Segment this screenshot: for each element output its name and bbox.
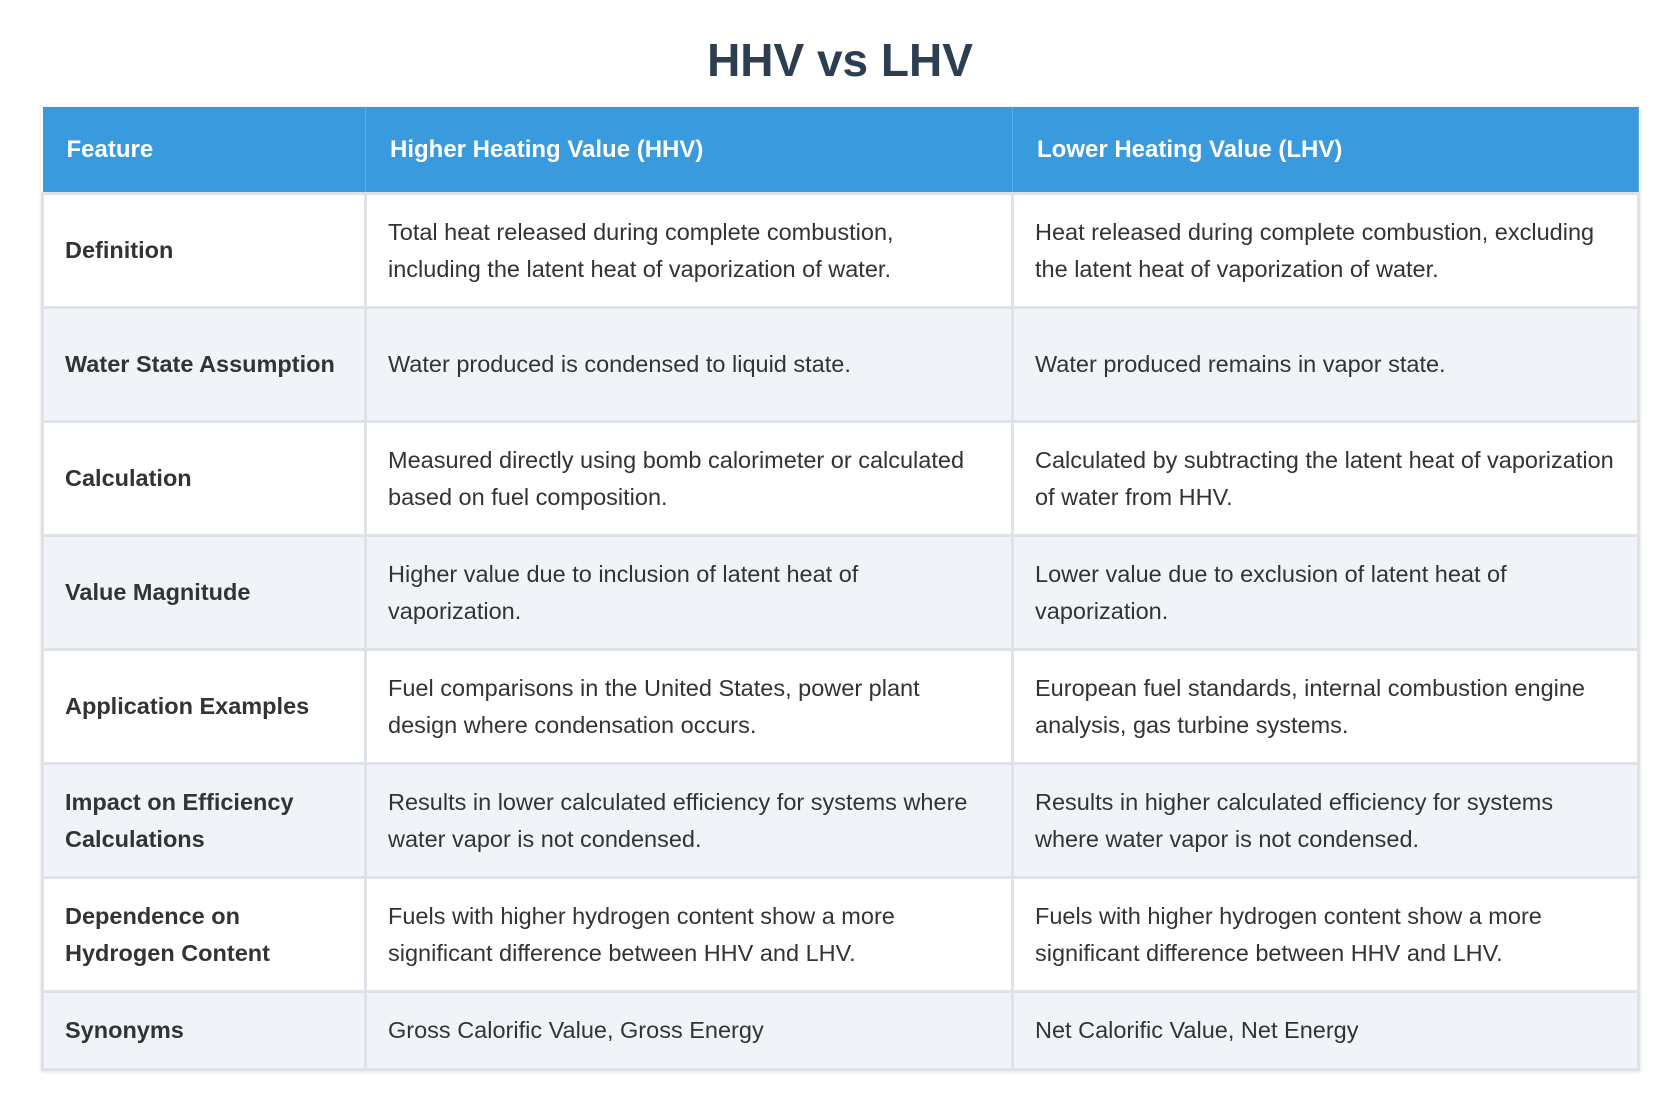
- table-row: Impact on Efficiency Calculations Results…: [41, 762, 1640, 879]
- value-cell: Higher value due to inclusion of latent …: [364, 534, 1014, 651]
- value-cell: Lower value due to exclusion of latent h…: [1011, 534, 1640, 651]
- feature-cell: Dependence on Hydrogen Content: [41, 876, 367, 993]
- value-cell: Results in higher calculated efficiency …: [1011, 762, 1640, 879]
- feature-cell: Calculation: [41, 420, 367, 537]
- value-cell: Total heat released during complete comb…: [364, 192, 1014, 309]
- table-row: Water State Assumption Water produced is …: [41, 306, 1640, 423]
- table-row: Synonyms Gross Calorific Value, Gross Ene…: [41, 990, 1640, 1071]
- table-row: Calculation Measured directly using bomb …: [41, 420, 1640, 537]
- page-title: HHV vs LHV: [707, 34, 973, 86]
- value-cell: Water produced is condensed to liquid st…: [364, 306, 1014, 423]
- value-cell: Measured directly using bomb calorimeter…: [364, 420, 1014, 537]
- table-row: Application Examples Fuel comparisons in …: [41, 648, 1640, 765]
- feature-cell: Application Examples: [41, 648, 367, 765]
- table-row: Value Magnitude Higher value due to inclu…: [41, 534, 1640, 651]
- value-cell: Results in lower calculated efficiency f…: [364, 762, 1014, 879]
- header-cell: Higher Heating Value (HHV): [365, 107, 1013, 194]
- feature-cell: Synonyms: [41, 990, 367, 1071]
- feature-cell: Water State Assumption: [41, 306, 367, 423]
- table-row: Dependence on Hydrogen Content Fuels with…: [41, 876, 1640, 993]
- value-cell: Water produced remains in vapor state.: [1011, 306, 1640, 423]
- comparison-table: Feature Higher Heating Value (HHV) Lower H…: [41, 107, 1640, 1071]
- feature-cell: Value Magnitude: [41, 534, 367, 651]
- value-cell: Heat released during complete combustion…: [1011, 192, 1640, 309]
- value-cell: Calculated by subtracting the latent hea…: [1011, 420, 1640, 537]
- value-cell: European fuel standards, internal combus…: [1011, 648, 1640, 765]
- header-row: Feature Higher Heating Value (HHV) Lower H…: [42, 107, 1639, 194]
- value-cell: Gross Calorific Value, Gross Energy: [364, 990, 1014, 1071]
- feature-cell: Definition: [41, 192, 367, 309]
- feature-cell: Impact on Efficiency Calculations: [41, 762, 367, 879]
- header-cell: Feature: [42, 107, 366, 194]
- value-cell: Fuels with higher hydrogen content show …: [1011, 876, 1640, 993]
- value-cell: Fuels with higher hydrogen content show …: [364, 876, 1014, 993]
- header-cell: Lower Heating Value (LHV): [1012, 107, 1639, 194]
- value-cell: Net Calorific Value, Net Energy: [1011, 990, 1640, 1071]
- value-cell: Fuel comparisons in the United States, p…: [364, 648, 1014, 765]
- table-row: Definition Total heat released during com…: [41, 192, 1640, 309]
